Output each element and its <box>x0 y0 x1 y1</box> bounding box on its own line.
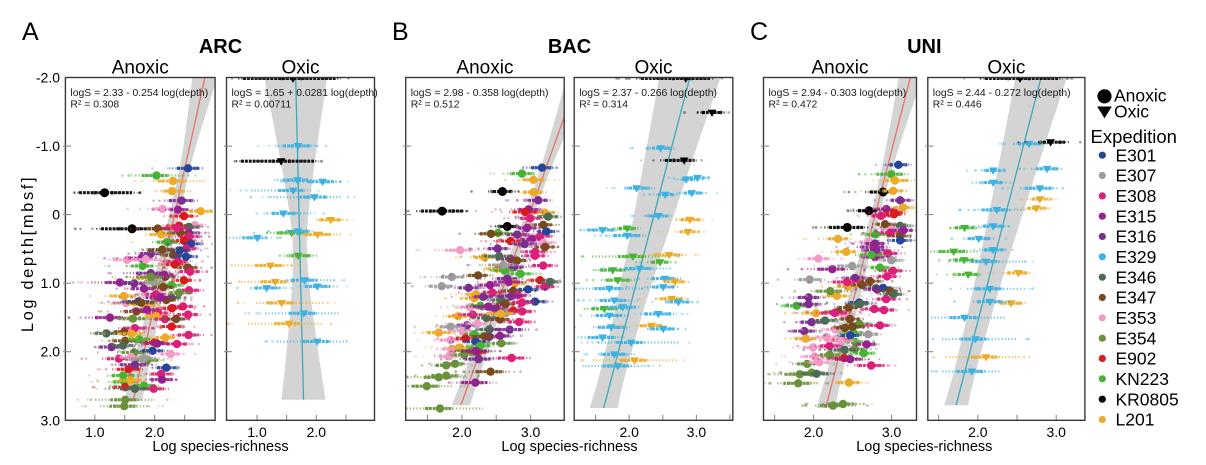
svg-text:2.0: 2.0 <box>145 424 165 440</box>
svg-text:R² = 0.00711: R² = 0.00711 <box>232 100 292 111</box>
svg-text:BAC: BAC <box>548 36 591 58</box>
svg-text:2.0: 2.0 <box>41 344 61 360</box>
svg-text:1.0: 1.0 <box>85 424 105 440</box>
svg-text:E354: E354 <box>1116 328 1157 348</box>
svg-text:KR0805: KR0805 <box>1116 389 1179 409</box>
svg-text:3.0: 3.0 <box>687 424 707 440</box>
svg-text:-2.0: -2.0 <box>36 70 60 86</box>
svg-text:ARC: ARC <box>199 36 242 58</box>
svg-text:A: A <box>22 18 39 46</box>
svg-text:0: 0 <box>52 207 60 223</box>
svg-text:R² = 0.308: R² = 0.308 <box>70 100 119 111</box>
svg-text:E347: E347 <box>1116 288 1157 308</box>
svg-text:2.0: 2.0 <box>307 424 327 440</box>
svg-text:E329: E329 <box>1116 247 1157 267</box>
svg-text:logS = 2.44 - 0.272 log(depth): logS = 2.44 - 0.272 log(depth) <box>933 88 1071 99</box>
svg-text:Expedition: Expedition <box>1091 126 1177 147</box>
svg-text:Log species-richness: Log species-richness <box>856 439 992 455</box>
svg-text:E316: E316 <box>1116 227 1157 247</box>
svg-text:Anoxic: Anoxic <box>1114 86 1167 106</box>
svg-text:2.0: 2.0 <box>619 424 639 440</box>
svg-text:Oxic: Oxic <box>282 58 320 79</box>
svg-text:E902: E902 <box>1116 349 1157 369</box>
svg-text:B: B <box>392 18 409 46</box>
svg-text:Anoxic: Anoxic <box>811 58 868 79</box>
svg-text:E307: E307 <box>1116 166 1157 186</box>
svg-text:Log depth[mbsf]: Log depth[mbsf] <box>19 175 37 332</box>
svg-text:Oxic: Oxic <box>987 58 1025 79</box>
svg-text:E353: E353 <box>1116 308 1157 328</box>
svg-text:E301: E301 <box>1116 145 1157 165</box>
svg-text:3.0: 3.0 <box>521 424 541 440</box>
svg-text:C: C <box>750 18 768 46</box>
svg-text:1.0: 1.0 <box>247 424 267 440</box>
svg-text:2.0: 2.0 <box>804 424 824 440</box>
svg-text:2.0: 2.0 <box>968 424 988 440</box>
svg-text:L201: L201 <box>1116 410 1155 430</box>
svg-text:2.0: 2.0 <box>452 424 472 440</box>
svg-text:logS = 2.33 - 0.254 log(depth): logS = 2.33 - 0.254 log(depth) <box>70 88 208 99</box>
svg-text:Oxic: Oxic <box>635 58 673 79</box>
svg-text:logS = 2.98 - 0.358 log(depth): logS = 2.98 - 0.358 log(depth) <box>411 88 549 99</box>
svg-text:R² = 0.446: R² = 0.446 <box>933 100 982 111</box>
svg-text:Log species-richness: Log species-richness <box>152 439 288 455</box>
svg-text:E315: E315 <box>1116 206 1157 226</box>
svg-text:Anoxic: Anoxic <box>456 58 513 79</box>
svg-text:R² = 0.472: R² = 0.472 <box>769 100 818 111</box>
svg-text:logS = 2.37 - 0.266 log(depth): logS = 2.37 - 0.266 log(depth) <box>579 88 717 99</box>
svg-text:3.0: 3.0 <box>1046 424 1066 440</box>
svg-text:Anoxic: Anoxic <box>112 58 169 79</box>
svg-text:1.0: 1.0 <box>41 275 61 291</box>
svg-text:E308: E308 <box>1116 186 1157 206</box>
svg-text:3.0: 3.0 <box>41 412 61 428</box>
svg-text:R² = 0.314: R² = 0.314 <box>579 100 628 111</box>
svg-text:UNI: UNI <box>907 36 941 58</box>
svg-text:-1.0: -1.0 <box>36 138 60 154</box>
svg-text:logS = 1.65 + 0.0281 log(depth: logS = 1.65 + 0.0281 log(depth) <box>232 88 378 99</box>
svg-text:Log species-richness: Log species-richness <box>501 439 637 455</box>
svg-text:E346: E346 <box>1116 267 1157 287</box>
svg-text:Oxic: Oxic <box>1114 102 1149 122</box>
svg-text:3.0: 3.0 <box>882 424 902 440</box>
svg-text:logS = 2.94 - 0.303 log(depth): logS = 2.94 - 0.303 log(depth) <box>769 88 907 99</box>
svg-text:R² = 0.512: R² = 0.512 <box>411 100 460 111</box>
svg-text:KN223: KN223 <box>1116 369 1170 389</box>
